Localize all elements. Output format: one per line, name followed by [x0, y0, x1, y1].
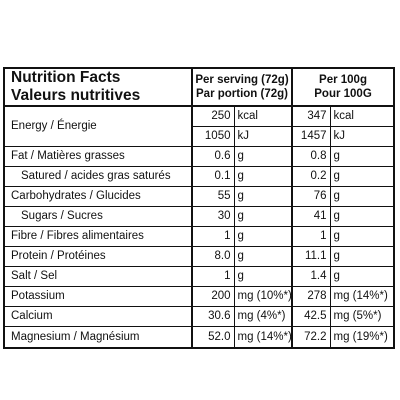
- per-serving-header: Per serving (72g) Par portion (72g): [192, 69, 294, 106]
- nutrient-row: Energy / Énergie 250 kcal 347 kcal: [5, 105, 394, 147]
- per-serving-value: 30.6: [192, 306, 235, 327]
- per-100g-value: 11.1: [292, 246, 331, 267]
- nutrient-row: Potassium 200 mg (10%*) 278 mg (14%*): [5, 286, 394, 307]
- table-title: Nutrition Facts Valeurs nutritives: [5, 69, 193, 106]
- per-serving-unit: mg (10%*): [234, 286, 294, 307]
- per-serving-value: 0.6: [192, 146, 235, 167]
- per-100g-value: 1457: [292, 126, 331, 147]
- nutrient-label: Carbohydrates / Glucides: [5, 186, 193, 207]
- per-serving-unit: g: [234, 186, 294, 207]
- nutrition-facts-panel: Nutrition Facts Valeurs nutritives Per s…: [3, 67, 395, 349]
- nutrient-row: Salt / Sel 1 g 1.4 g: [5, 266, 394, 287]
- per-100g-unit: g: [330, 186, 394, 207]
- per-100g-value: 76: [292, 186, 331, 207]
- per-100g-value: 278: [292, 286, 331, 307]
- nutrient-row: Calcium 30.6 mg (4%*) 42.5 mg (5%*): [5, 306, 394, 327]
- per-serving-unit: mg (14%*): [234, 326, 294, 348]
- nutrient-label: Satured / acides gras saturés: [5, 166, 193, 187]
- per-serving-value: 250: [192, 105, 235, 127]
- per-100g-unit: mg (19%*): [330, 326, 394, 348]
- nutrient-row: Fat / Matières grasses 0.6 g 0.8 g: [5, 146, 394, 167]
- nutrient-label: Energy / Énergie: [5, 105, 193, 147]
- per-serving-unit: g: [234, 166, 294, 187]
- per-serving-unit: mg (4%*): [234, 306, 294, 327]
- per-serving-unit: g: [234, 226, 294, 247]
- nutrient-row: Magnesium / Magnésium 52.0 mg (14%*) 72.2 mg…: [5, 326, 394, 348]
- nutrient-label: Fibre / Fibres alimentaires: [5, 226, 193, 247]
- per-serving-value: 1050: [192, 126, 235, 147]
- per-100g-unit: mg (5%*): [330, 306, 394, 327]
- per-100g-english: Per 100g: [319, 73, 367, 86]
- nutrient-label: Protein / Protéines: [5, 246, 193, 267]
- nutrient-label: Calcium: [5, 306, 193, 327]
- per-100g-value: 1.4: [292, 266, 331, 287]
- nutrient-row: Sugars / Sucres 30 g 41 g: [5, 206, 394, 227]
- per-100g-header: Per 100g Pour 100G: [292, 69, 393, 106]
- per-100g-unit: g: [330, 226, 394, 247]
- per-serving-value: 55: [192, 186, 235, 207]
- per-100g-unit: g: [330, 166, 394, 187]
- per-100g-unit: kJ: [330, 126, 394, 147]
- per-serving-value: 1: [192, 226, 235, 247]
- per-100g-french: Pour 100G: [314, 88, 372, 100]
- per-serving-value: 52.0: [192, 326, 235, 348]
- per-100g-unit: kcal: [330, 105, 394, 127]
- per-serving-unit: g: [234, 146, 294, 167]
- nutrition-table: Nutrition Facts Valeurs nutritives Per s…: [5, 69, 394, 348]
- nutrient-row: Protein / Protéines 8.0 g 11.1 g: [5, 246, 394, 267]
- nutrient-rows: Energy / Énergie 250 kcal 347 kcal 1050 kJ 1457…: [5, 105, 394, 348]
- nutrient-label: Magnesium / Magnésium: [5, 326, 193, 348]
- per-100g-unit: mg (14%*): [330, 286, 394, 307]
- per-100g-unit: g: [330, 206, 394, 227]
- per-serving-value: 1: [192, 266, 235, 287]
- per-serving-value: 0.1: [192, 166, 235, 187]
- per-100g-value: 41: [292, 206, 331, 227]
- nutrient-label: Fat / Matières grasses: [5, 146, 193, 167]
- per-100g-unit: g: [330, 146, 394, 167]
- per-serving-unit: g: [234, 266, 294, 287]
- per-100g-value: 0.2: [292, 166, 331, 187]
- per-100g-value: 72.2: [292, 326, 331, 348]
- per-serving-unit: g: [234, 246, 294, 267]
- per-serving-french: Par portion (72g): [196, 88, 289, 100]
- per-100g-unit: g: [330, 266, 394, 287]
- nutrient-row: Satured / acides gras saturés 0.1 g 0.2 g: [5, 166, 394, 187]
- per-serving-value: 8.0: [192, 246, 235, 267]
- per-serving-unit: kJ: [234, 126, 294, 147]
- per-serving-value: 200: [192, 286, 235, 307]
- nutrient-label: Salt / Sel: [5, 266, 193, 287]
- title-english: Nutrition Facts: [11, 69, 121, 87]
- per-100g-value: 0.8: [292, 146, 331, 167]
- nutrient-row: 1050 kJ 1457 kJ: [5, 126, 394, 147]
- nutrient-label: Sugars / Sucres: [5, 206, 193, 227]
- title-french: Valeurs nutritives: [11, 87, 141, 104]
- table-header-row: Nutrition Facts Valeurs nutritives Per s…: [5, 69, 393, 106]
- nutrient-row: Fibre / Fibres alimentaires 1 g 1 g: [5, 226, 394, 247]
- per-serving-english: Per serving (72g): [195, 73, 289, 86]
- per-serving-value: 30: [192, 206, 235, 227]
- per-serving-unit: kcal: [234, 105, 294, 127]
- per-100g-value: 42.5: [292, 306, 331, 327]
- per-100g-value: 1: [292, 226, 331, 247]
- per-serving-unit: g: [234, 206, 294, 227]
- per-100g-unit: g: [330, 246, 394, 267]
- nutrient-row: Carbohydrates / Glucides 55 g 76 g: [5, 186, 394, 207]
- nutrient-label: Potassium: [5, 286, 193, 307]
- per-100g-value: 347: [292, 105, 331, 127]
